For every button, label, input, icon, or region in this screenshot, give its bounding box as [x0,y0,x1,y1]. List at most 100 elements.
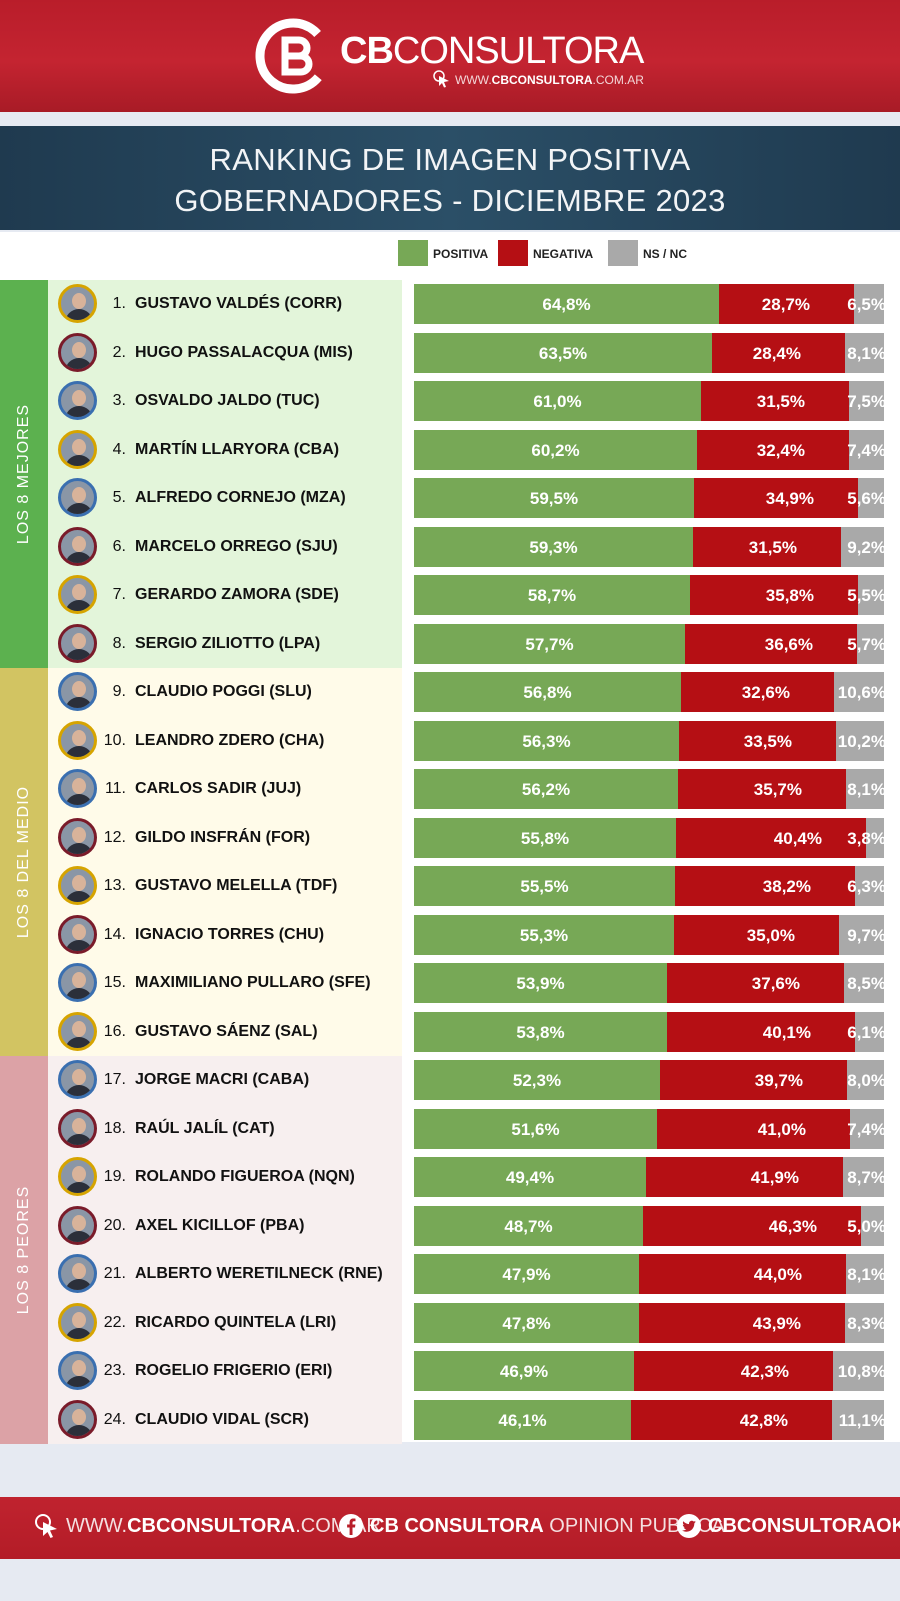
data-label-nsnc: 6,5% [847,295,886,314]
governor-name: LEANDRO ZDERO (CHA) [135,731,325,749]
bar-nsnc: 9,7% [839,914,886,955]
governor-name: SERGIO ZILIOTTO (LPA) [135,634,321,652]
data-label-positiva: 59,3% [529,537,578,557]
data-label-positiva: 56,2% [521,780,571,799]
data-label-positiva: 57,7% [525,634,574,654]
governor-name: OSVALDO JALDO (TUC) [135,392,320,409]
bar-positiva: 61,0% [414,381,701,421]
data-label-negativa: 46,3% [768,1216,817,1236]
bar-negativa: 35,7% [678,769,846,809]
governor-name: CLAUDIO POGGI (SLU) [135,683,312,700]
footer-twitter[interactable]: CBCONSULTORAOK [708,1515,900,1538]
avatar-face [72,1166,86,1182]
data-label-negativa: 28,7% [761,295,810,314]
data-label-positiva: 60,2% [531,440,580,460]
avatar [58,1011,97,1051]
bar-positiva: 51,6% [414,1108,657,1149]
footer-facebook[interactable]: CB CONSULTORA OPINION PUBLICA [370,1515,725,1538]
avatar-body [65,1182,93,1193]
table-row: 15. MAXIMILIANO PULLARO (SFE) 53,9% 37,6% 8,… [0,959,900,1007]
data-label-positiva: 47,9% [502,1265,551,1284]
avatar-face [72,923,86,940]
bar-nsnc: 9,2% [841,526,886,567]
bar-stack: 61,0% 31,5% 7,5% [414,381,886,421]
data-label-nsnc: 8,7% [847,1168,886,1187]
data-label-nsnc: 7,4% [847,1119,886,1139]
avatar [58,1254,97,1293]
rank-label: 16. [103,1022,126,1040]
avatar [58,866,97,905]
avatar-face [72,632,86,649]
avatar [58,526,97,566]
data-label-negativa: 36,6% [764,634,813,654]
header-url[interactable]: WWW.CBCONSULTORA.COM.AR [433,70,644,88]
table-row: 22. RICARDO QUINTELA (LRI) 47,8% 43,9% 8,3% [0,1299,900,1347]
bar-positiva: 56,8% [414,672,681,712]
bar-nsnc: 5,5% [847,575,886,615]
footer-banner: WWW.CBCONSULTORA.COM.AR CB CONSULTORA OP… [0,1497,900,1559]
bar-negativa: 28,4% [712,332,845,373]
governor-name: JORGE MACRI (CABA) [135,1071,310,1088]
data-label-nsnc: 10,6% [837,683,886,702]
bar-negativa: 40,4% [676,817,866,858]
bar-nsnc: 8,5% [844,963,886,1003]
bar-positiva: 55,3% [414,914,674,955]
rank-label: 12. [103,828,126,846]
footer-web[interactable]: WWW.CBCONSULTORA.COM.AR [66,1515,381,1538]
bar-nsnc: 8,1% [846,769,886,809]
bar-positiva: 48,7% [414,1205,643,1246]
legend-swatch-nsnc [608,240,638,266]
data-label-negativa: 38,2% [762,877,811,896]
footer-web-bold: CBCONSULTORA [127,1515,296,1537]
bar-positiva: 63,5% [414,332,712,373]
header-url-suffix: .COM.AR [592,73,644,87]
avatar-face [72,1360,86,1376]
governor-name: GILDO INSFRÁN (FOR) [135,828,311,846]
table-row: 9. CLAUDIO POGGI (SLU) 56,8% 32,6% 10,6% [0,668,900,716]
bar-negativa: 44,0% [639,1254,846,1294]
rank-label: 22. [103,1313,126,1331]
rank-label: 18. [103,1119,126,1137]
avatar-body [65,939,93,951]
bar-stack: 53,9% 37,6% 8,5% [414,963,886,1003]
data-label-nsnc: 5,6% [847,489,886,508]
bar-negativa: 37,6% [667,963,844,1003]
bar-nsnc: 7,4% [847,1108,886,1149]
bar-nsnc: 5,0% [847,1205,886,1246]
avatar-face [72,293,86,309]
data-label-nsnc: 5,7% [847,634,886,654]
bar-positiva: 59,5% [414,478,694,518]
data-label-negativa: 41,9% [750,1168,799,1187]
group-bg-mejores [48,280,402,668]
bar-positiva: 64,8% [414,284,719,324]
table-row: 20. AXEL KICILLOF (PBA) 48,7% 46,3% 5,0% [0,1202,900,1250]
avatar-face [72,487,86,503]
avatar-face [72,778,86,794]
avatar [58,381,97,420]
bar-positiva: 46,9% [414,1351,634,1391]
table-row: 16. GUSTAVO SÁENZ (SAL) 53,8% 40,1% 6,1% [0,1008,900,1056]
bar-positiva: 46,1% [414,1399,631,1440]
rank-label: 2. [112,343,126,361]
table-row: 4. MARTÍN LLARYORA (CBA) 60,2% 32,4% 7,4% [0,426,900,474]
table-row: 6. MARCELO ORREGO (SJU) 59,3% 31,5% 9,2% [0,523,900,571]
data-label-negativa: 43,9% [752,1313,801,1333]
bar-nsnc: 8,0% [847,1060,886,1100]
bar-positiva: 55,8% [414,817,676,858]
bar-stack: 55,8% 40,4% 3,8% [414,817,886,858]
data-label-nsnc: 8,3% [847,1313,886,1333]
avatar [58,1302,97,1342]
table-row: 13. GUSTAVO MELELLA (TDF) 55,5% 38,2% 6,3% [0,862,900,910]
data-label-negativa: 35,0% [746,925,795,945]
bar-negativa: 28,7% [719,284,854,324]
avatar [58,575,97,614]
table-row: 21. ALBERTO WERETILNECK (RNE) 47,9% 44,0% 8,… [0,1250,900,1298]
data-label-nsnc: 7,4% [847,440,886,460]
bar-negativa: 32,4% [697,429,849,470]
avatar-body [65,1133,93,1145]
data-label-negativa: 31,5% [748,537,797,557]
header-url-prefix: WWW. [455,73,492,87]
bar-stack: 48,7% 46,3% 5,0% [414,1205,886,1246]
data-label-positiva: 46,1% [498,1410,547,1430]
data-label-positiva: 48,7% [504,1216,553,1236]
